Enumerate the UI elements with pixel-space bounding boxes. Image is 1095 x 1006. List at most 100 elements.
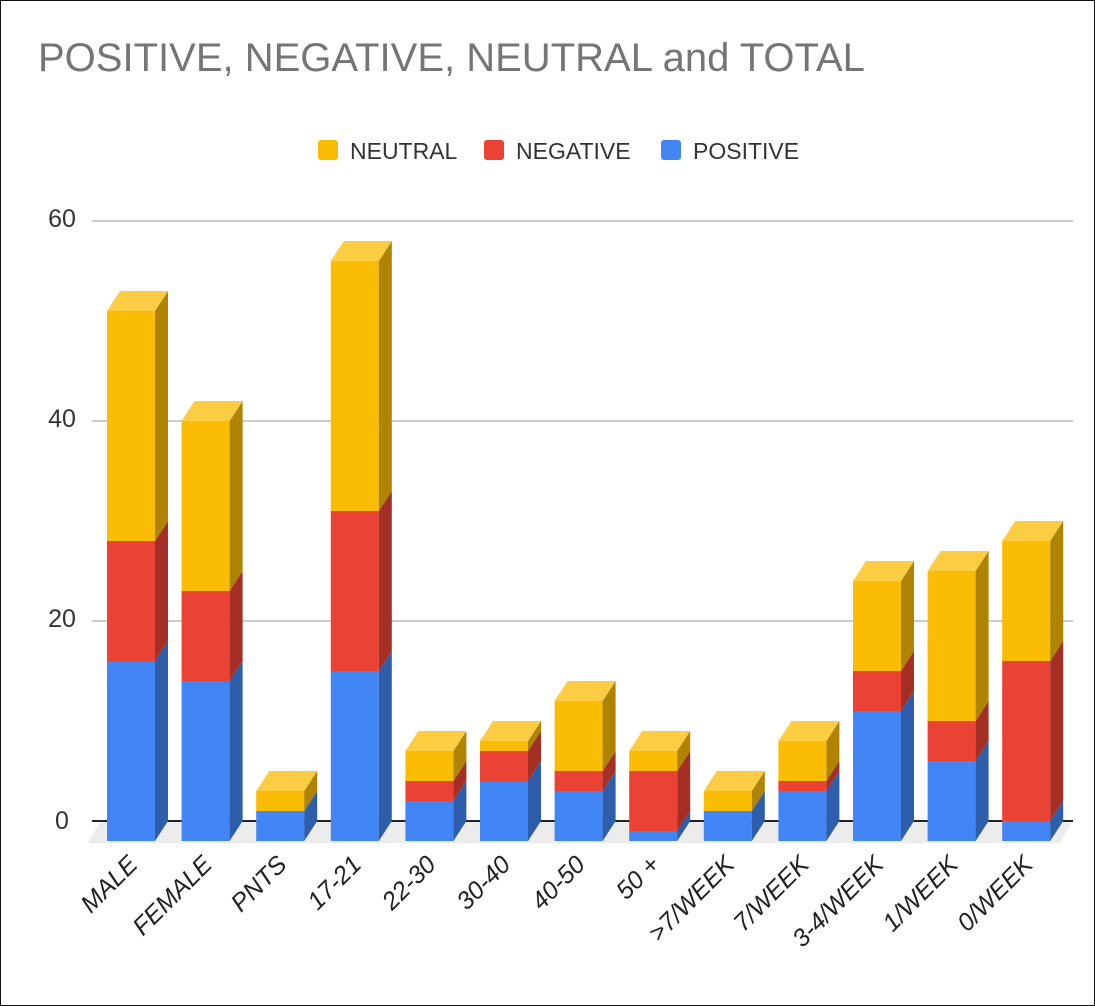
bar-positive-6-side — [602, 771, 616, 841]
bar-positive-5 — [480, 781, 528, 841]
bar-negative-3 — [330, 511, 379, 671]
bar-top-cap-4 — [405, 731, 467, 751]
legend-label-positive: POSITIVE — [693, 138, 799, 164]
bar-top-cap-12 — [1002, 521, 1064, 541]
bar-negative-7-side — [677, 751, 691, 831]
x-tick-label: 50 + — [611, 850, 666, 905]
bar-positive-7-side — [677, 811, 691, 841]
bar-neutral-10 — [853, 581, 901, 671]
bar-neutral-1-side — [229, 401, 243, 591]
bar-top-cap-3 — [330, 241, 392, 261]
bar-positive-6 — [554, 791, 603, 841]
x-tick-label: MALE — [75, 850, 143, 918]
bar-positive-3 — [330, 671, 379, 841]
y-tick-label: 60 — [48, 205, 76, 233]
chart-title: POSITIVE, NEGATIVE, NEUTRAL and TOTAL — [38, 36, 865, 80]
y-tick-label: 0 — [55, 807, 69, 835]
bar-positive-2-side — [304, 791, 318, 841]
bar-top-cap-7 — [629, 731, 691, 751]
bar-neutral-12-side — [1050, 521, 1064, 661]
bar-top-cap-8 — [703, 771, 765, 791]
bar-positive-4 — [405, 801, 454, 841]
bar-negative-9-side — [826, 761, 840, 791]
bar-negative-5-side — [528, 731, 541, 781]
bar-neutral-7 — [629, 751, 678, 771]
bar-positive-7 — [629, 831, 678, 841]
bar-neutral-5-side — [528, 721, 541, 751]
bar-neutral-9 — [778, 741, 827, 781]
x-tick-label: 17-21 — [302, 850, 367, 915]
bar-negative-1-side — [229, 571, 243, 681]
bar-positive-9-side — [826, 771, 840, 841]
bar-neutral-4 — [405, 751, 454, 781]
bar-negative-11 — [927, 721, 976, 761]
bar-positive-1 — [181, 681, 230, 841]
bar-positive-11-side — [975, 741, 989, 841]
bar-neutral-8 — [703, 791, 752, 811]
bar-positive-8 — [703, 811, 752, 841]
bar-neutral-11-side — [975, 551, 989, 721]
bar-negative-6-side — [602, 751, 616, 791]
bar-negative-9 — [778, 781, 827, 791]
bar-neutral-8-side — [751, 771, 765, 811]
legend-label-neutral: NEUTRAL — [350, 138, 458, 164]
legend-swatch-negative — [484, 140, 504, 160]
bar-neutral-12 — [1002, 541, 1051, 661]
bar-positive-12-side — [1050, 801, 1064, 841]
bar-positive-10-side — [901, 691, 914, 841]
x-tick-label: FEMALE — [127, 850, 218, 941]
x-tick-label: 30-40 — [451, 850, 516, 915]
bar-negative-4 — [405, 781, 454, 801]
bar-negative-6 — [554, 771, 603, 791]
legend-label-negative: NEGATIVE — [516, 138, 631, 164]
bar-negative-10 — [853, 671, 901, 711]
bar-positive-5-side — [528, 761, 541, 841]
x-tick-label: 22-30 — [376, 850, 442, 916]
bar-neutral-11 — [927, 571, 976, 721]
bar-negative-0-side — [155, 521, 168, 661]
bar-negative-5 — [480, 751, 528, 781]
bar-positive-0-side — [155, 641, 168, 841]
y-tick-label: 20 — [48, 605, 76, 633]
bar-neutral-0 — [107, 311, 155, 541]
bar-top-cap-9 — [778, 721, 840, 741]
bar-top-cap-11 — [927, 551, 989, 571]
bar-negative-12-side — [1050, 641, 1064, 821]
bar-positive-1-side — [229, 661, 243, 841]
bar-top-cap-10 — [853, 561, 914, 581]
bar-positive-3-side — [378, 651, 392, 841]
bar-positive-9 — [778, 791, 827, 841]
bar-neutral-10-side — [901, 561, 914, 671]
bar-negative-3-side — [378, 491, 392, 671]
bar-neutral-1 — [181, 421, 230, 591]
bar-top-cap-1 — [181, 401, 243, 421]
bar-top-cap-0 — [107, 291, 168, 311]
bar-top-cap-2 — [256, 771, 318, 791]
bar-neutral-6-side — [602, 681, 616, 771]
bar-neutral-3 — [330, 261, 379, 511]
y-tick-label: 40 — [48, 405, 76, 433]
legend-swatch-neutral — [318, 140, 338, 160]
bar-neutral-5 — [480, 741, 528, 751]
bar-positive-11 — [927, 761, 976, 841]
bar-neutral-4-side — [453, 731, 467, 781]
bar-negative-0 — [107, 541, 155, 661]
bar-negative-1 — [181, 591, 230, 681]
bar-neutral-7-side — [677, 731, 691, 771]
x-tick-label: PNTS — [225, 850, 292, 917]
bar-neutral-6 — [554, 701, 603, 771]
bar-neutral-2-side — [304, 771, 318, 811]
bar-neutral-0-side — [155, 291, 168, 541]
bar-positive-8-side — [751, 791, 765, 841]
bar-negative-7 — [629, 771, 678, 831]
bar-negative-4-side — [453, 761, 467, 801]
bar-top-cap-6 — [554, 681, 616, 701]
x-tick-label: 0/WEEK — [952, 850, 1040, 938]
bar-positive-2 — [256, 811, 305, 841]
bar-positive-10 — [853, 711, 901, 841]
x-tick-label: 40-50 — [526, 850, 591, 915]
legend-swatch-positive — [661, 140, 681, 160]
bar-negative-12 — [1002, 661, 1051, 821]
bar-positive-12 — [1002, 821, 1051, 841]
